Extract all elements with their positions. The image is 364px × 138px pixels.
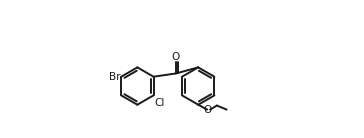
Text: Br: Br bbox=[109, 72, 120, 82]
Text: O: O bbox=[203, 105, 211, 115]
Text: Cl: Cl bbox=[154, 98, 165, 108]
Text: O: O bbox=[172, 52, 180, 62]
